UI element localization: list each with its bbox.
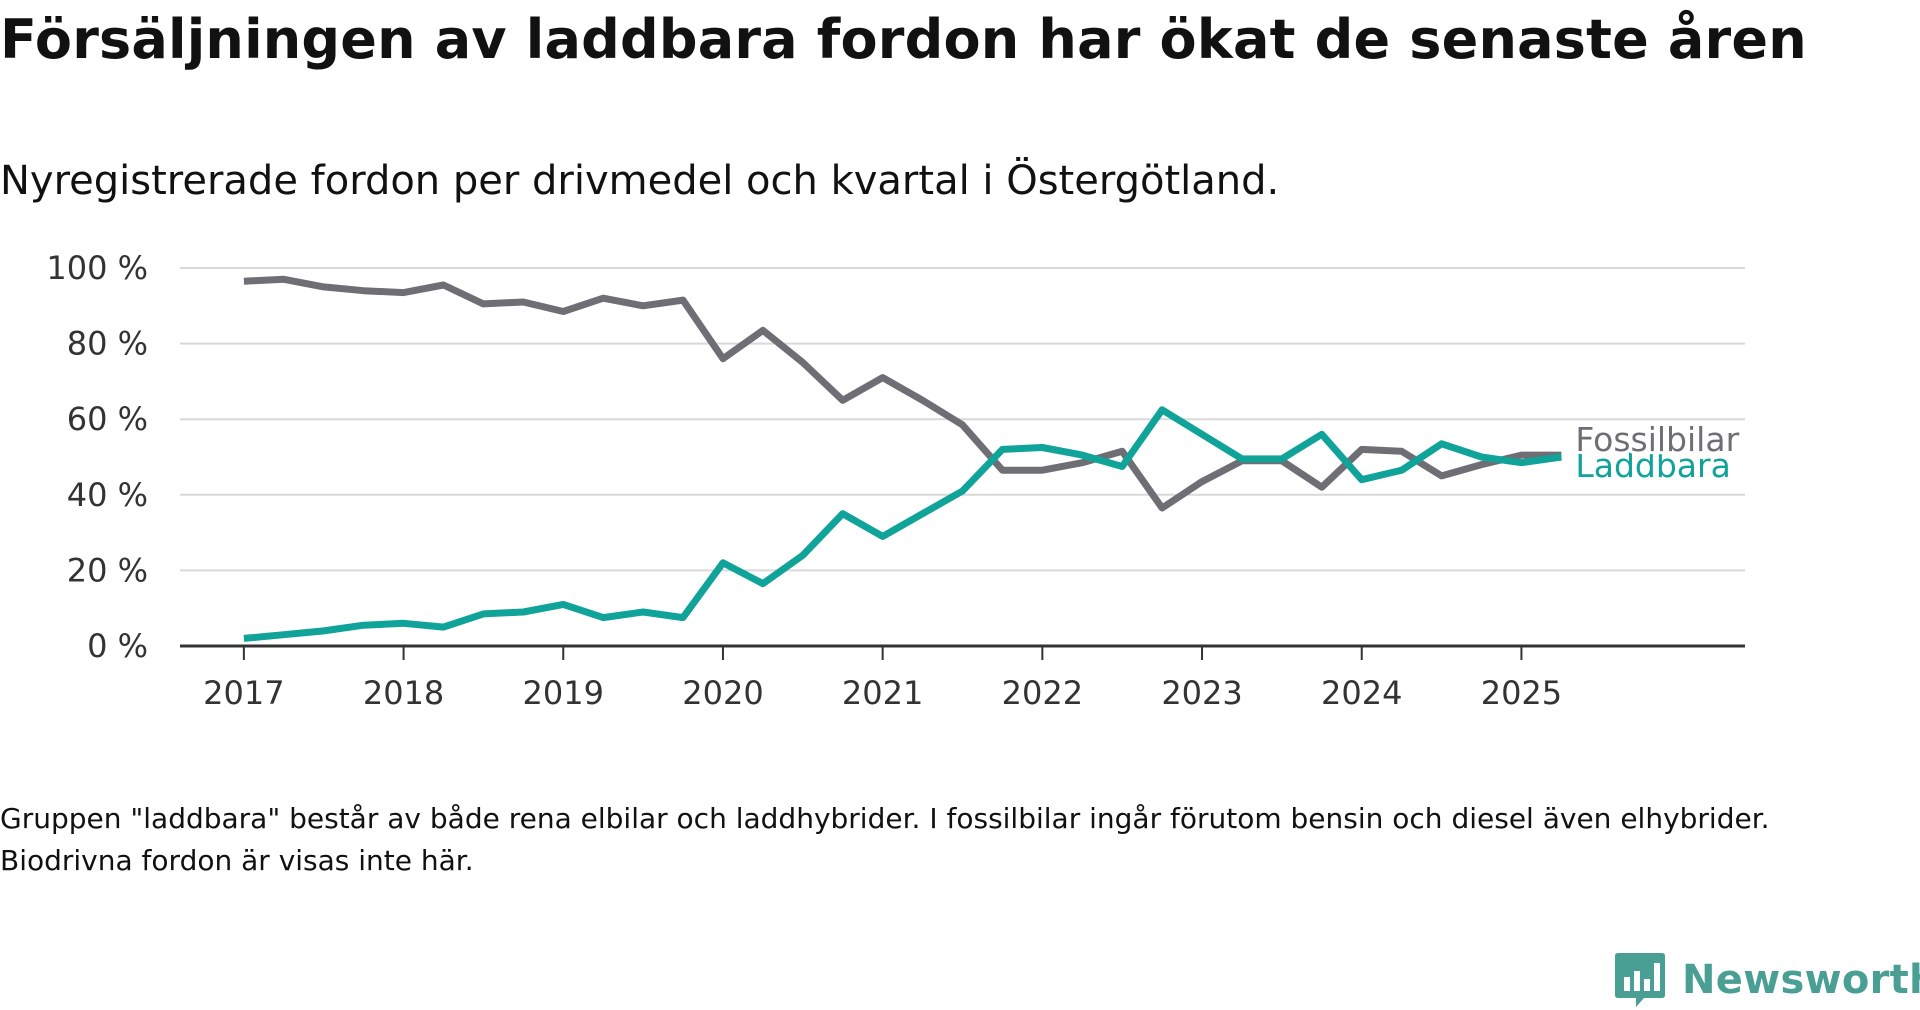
x-tick-label: 2025: [1481, 674, 1562, 712]
x-tick-label: 2019: [523, 674, 604, 712]
x-tick-label: 2018: [363, 674, 444, 712]
x-tick-label: 2017: [203, 674, 284, 712]
newsworthy-icon: [1615, 953, 1665, 1007]
y-tick-label: 60 %: [67, 400, 148, 438]
x-tick-label: 2023: [1161, 674, 1242, 712]
x-tick-label: 2021: [842, 674, 923, 712]
series-line-fossilbilar: [243, 275, 1562, 512]
y-tick-label: 0 %: [87, 627, 148, 665]
x-tick-label: 2020: [682, 674, 763, 712]
newsworthy-logo: Newsworthy: [1614, 950, 1920, 1010]
x-tick-label: 2024: [1321, 674, 1402, 712]
y-tick-label: 40 %: [67, 476, 148, 514]
y-tick-label: 20 %: [67, 551, 148, 589]
y-tick-label: 80 %: [67, 325, 148, 363]
footnote: Gruppen "laddbara" består av både rena e…: [0, 802, 1770, 877]
chart-subtitle: Nyregistrerade fordon per drivmedel och …: [0, 158, 1280, 204]
line-chart: 0 % 20 % 40 % 60 % 80 % 100 % 2017 2018 2019 2020…: [46, 249, 1745, 712]
x-tick-label: 2022: [1002, 674, 1083, 712]
chart-title: Försäljningen av laddbara fordon har öka…: [0, 8, 1807, 71]
y-tick-label: 100 %: [46, 249, 148, 287]
series-label-laddbara: Laddbara: [1575, 446, 1730, 485]
series-line-laddbara: [243, 406, 1562, 642]
series-label-fossilbilar: Fossilbilar: [1575, 420, 1739, 459]
brand-name: Newsworthy: [1682, 957, 1920, 1003]
